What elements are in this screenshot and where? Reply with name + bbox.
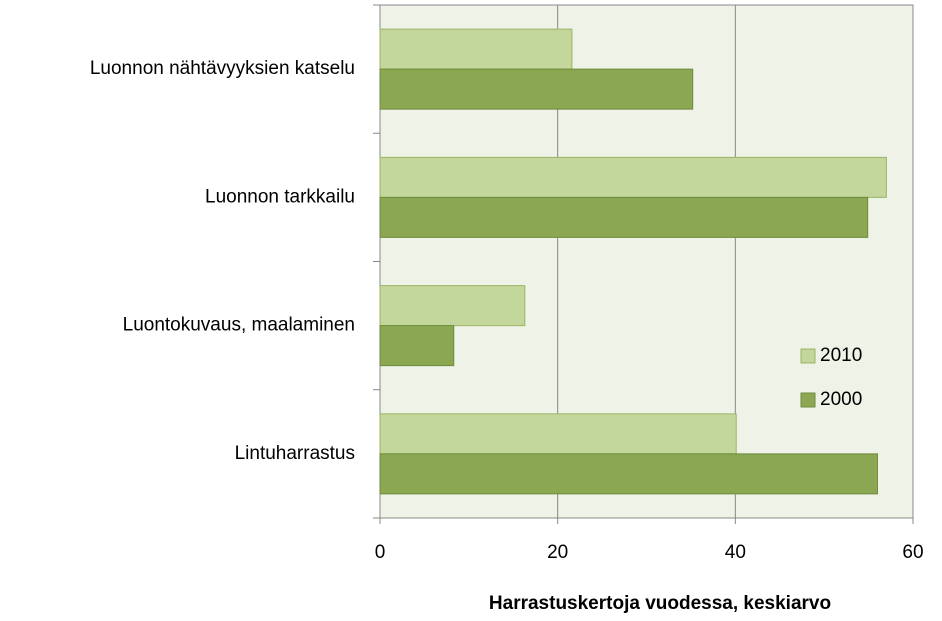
bar <box>379 325 455 367</box>
legend-swatch <box>800 392 816 408</box>
y-tick-label: Luonnon nähtävyyksien katselu <box>90 58 355 79</box>
x-tick-label: 60 <box>902 542 923 563</box>
bar <box>379 285 526 327</box>
bar <box>379 28 573 70</box>
bar <box>379 453 878 495</box>
bar <box>379 413 737 455</box>
bar <box>379 156 887 198</box>
bar <box>379 196 869 238</box>
bar <box>379 68 694 110</box>
legend-label: 2010 <box>820 345 862 366</box>
y-tick-label: Luonnon tarkkailu <box>205 186 355 207</box>
x-tick-label: 20 <box>547 542 568 563</box>
legend-swatch <box>800 348 816 364</box>
x-axis-title: Harrastuskertoja vuodessa, keskiarvo <box>489 593 831 614</box>
x-tick-label: 0 <box>375 542 386 563</box>
x-tick-label: 40 <box>725 542 746 563</box>
y-tick-label: Lintuharrastus <box>235 443 355 464</box>
legend-label: 2000 <box>820 389 862 410</box>
y-tick-label: Luontokuvaus, maalaminen <box>123 315 355 336</box>
